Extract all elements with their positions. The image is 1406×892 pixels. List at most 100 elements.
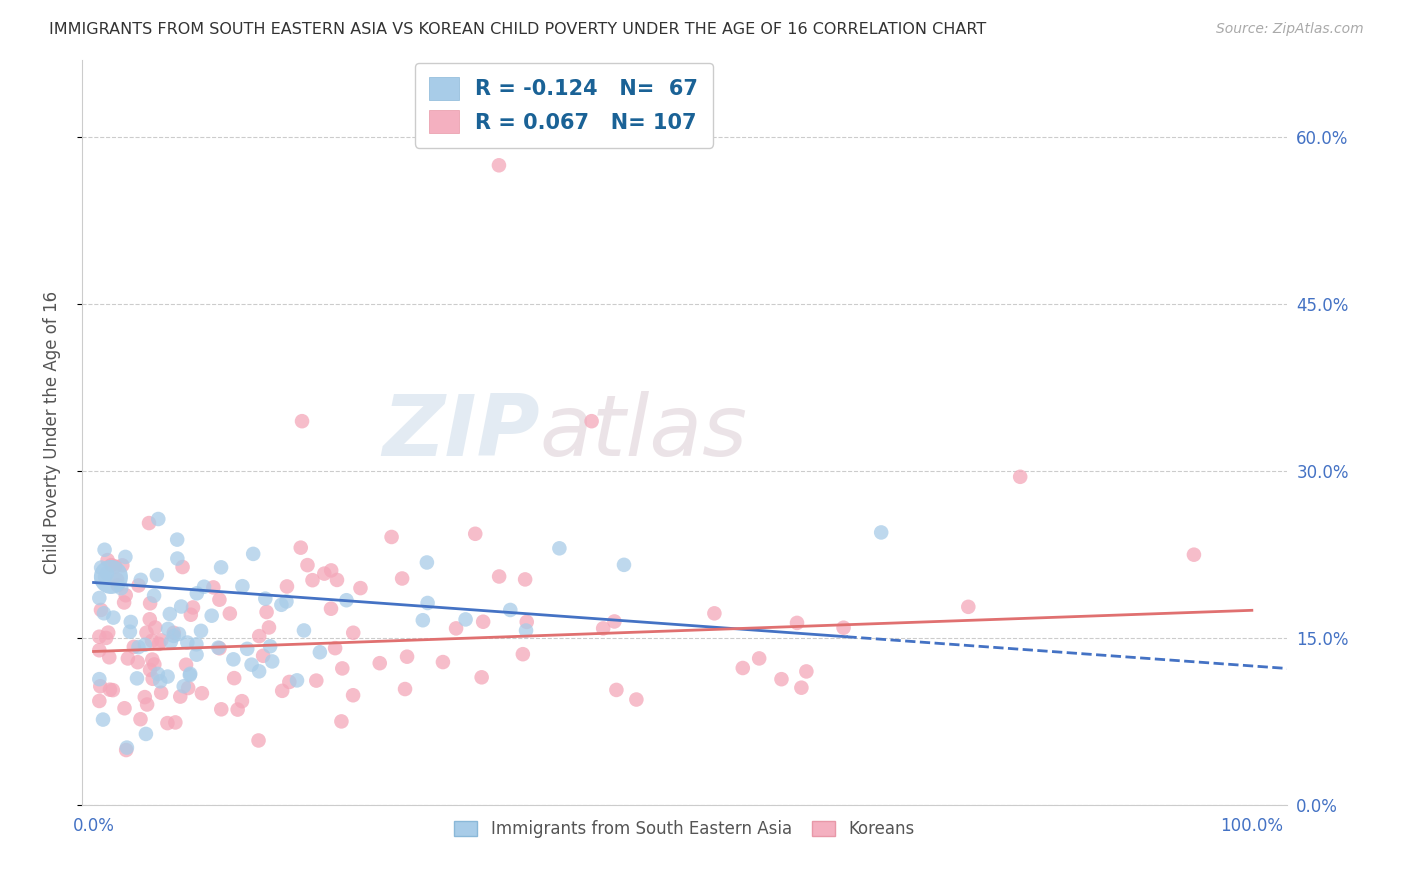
Point <box>93 542 115 557</box>
Point <box>342 625 364 640</box>
Point <box>290 541 312 555</box>
Point <box>208 641 231 656</box>
Point <box>202 581 225 595</box>
Point <box>174 657 197 672</box>
Point <box>342 688 364 702</box>
Point <box>111 558 134 573</box>
Point <box>89 643 111 657</box>
Point <box>93 607 115 621</box>
Point <box>117 651 139 665</box>
Point <box>224 671 246 685</box>
Point <box>115 743 138 757</box>
Point <box>222 652 245 666</box>
Point <box>368 656 391 670</box>
Point <box>603 615 626 629</box>
Text: Source: ZipAtlas.com: Source: ZipAtlas.com <box>1216 22 1364 37</box>
Point <box>105 573 128 587</box>
Point <box>208 592 231 607</box>
Point <box>247 733 270 747</box>
Legend: Immigrants from South Eastern Asia, Koreans: Immigrants from South Eastern Asia, Kore… <box>447 814 921 845</box>
Point <box>89 694 111 708</box>
Point <box>159 634 181 648</box>
Point <box>488 158 510 172</box>
Point <box>314 566 336 581</box>
Point <box>297 558 319 573</box>
Point <box>181 600 204 615</box>
Point <box>191 686 214 700</box>
Point <box>262 655 284 669</box>
Point <box>150 686 173 700</box>
Point <box>292 624 315 638</box>
Point <box>157 622 180 636</box>
Point <box>114 588 136 602</box>
Point <box>180 607 202 622</box>
Point <box>97 553 120 567</box>
Point <box>100 558 122 573</box>
Point <box>247 629 270 643</box>
Point <box>581 414 603 428</box>
Point <box>472 615 495 629</box>
Point <box>104 559 127 574</box>
Point <box>165 715 187 730</box>
Point <box>159 607 181 621</box>
Point <box>163 625 186 640</box>
Point <box>125 671 148 685</box>
Point <box>454 612 477 626</box>
Point <box>146 568 169 582</box>
Point <box>134 690 156 705</box>
Point <box>120 615 142 629</box>
Point <box>291 414 314 428</box>
Point <box>176 635 198 649</box>
Point <box>136 698 159 712</box>
Point <box>91 713 114 727</box>
Point <box>218 607 240 621</box>
Point <box>512 647 534 661</box>
Point <box>98 650 121 665</box>
Point <box>94 631 117 645</box>
Point <box>143 657 166 672</box>
Point <box>166 551 188 566</box>
Point <box>139 612 162 626</box>
Point <box>513 573 536 587</box>
Point <box>731 661 754 675</box>
Point <box>90 560 112 574</box>
Point <box>90 603 112 617</box>
Point <box>499 603 522 617</box>
Point <box>141 652 163 666</box>
Point <box>129 712 152 726</box>
Point <box>626 692 648 706</box>
Point <box>177 681 200 695</box>
Point <box>796 665 818 679</box>
Point <box>319 601 342 615</box>
Point <box>516 615 538 629</box>
Point <box>209 560 232 574</box>
Text: IMMIGRANTS FROM SOUTH EASTERN ASIA VS KOREAN CHILD POVERTY UNDER THE AGE OF 16 C: IMMIGRANTS FROM SOUTH EASTERN ASIA VS KO… <box>49 22 987 37</box>
Point <box>957 599 980 614</box>
Point <box>323 641 346 656</box>
Point <box>150 633 173 648</box>
Point <box>209 702 232 716</box>
Point <box>271 683 294 698</box>
Point <box>1010 470 1032 484</box>
Point <box>129 573 152 587</box>
Point <box>242 547 264 561</box>
Point <box>236 641 259 656</box>
Point <box>89 679 111 693</box>
Point <box>391 572 413 586</box>
Point <box>321 563 343 577</box>
Point <box>139 663 162 677</box>
Point <box>114 549 136 564</box>
Point <box>790 681 813 695</box>
Point <box>270 598 292 612</box>
Point <box>114 701 136 715</box>
Point <box>832 621 855 635</box>
Point <box>770 672 793 686</box>
Point <box>592 622 614 636</box>
Point <box>240 657 263 672</box>
Point <box>143 621 166 635</box>
Point <box>156 669 179 683</box>
Point <box>349 581 371 595</box>
Point <box>515 624 537 638</box>
Point <box>170 599 193 614</box>
Point <box>98 682 121 697</box>
